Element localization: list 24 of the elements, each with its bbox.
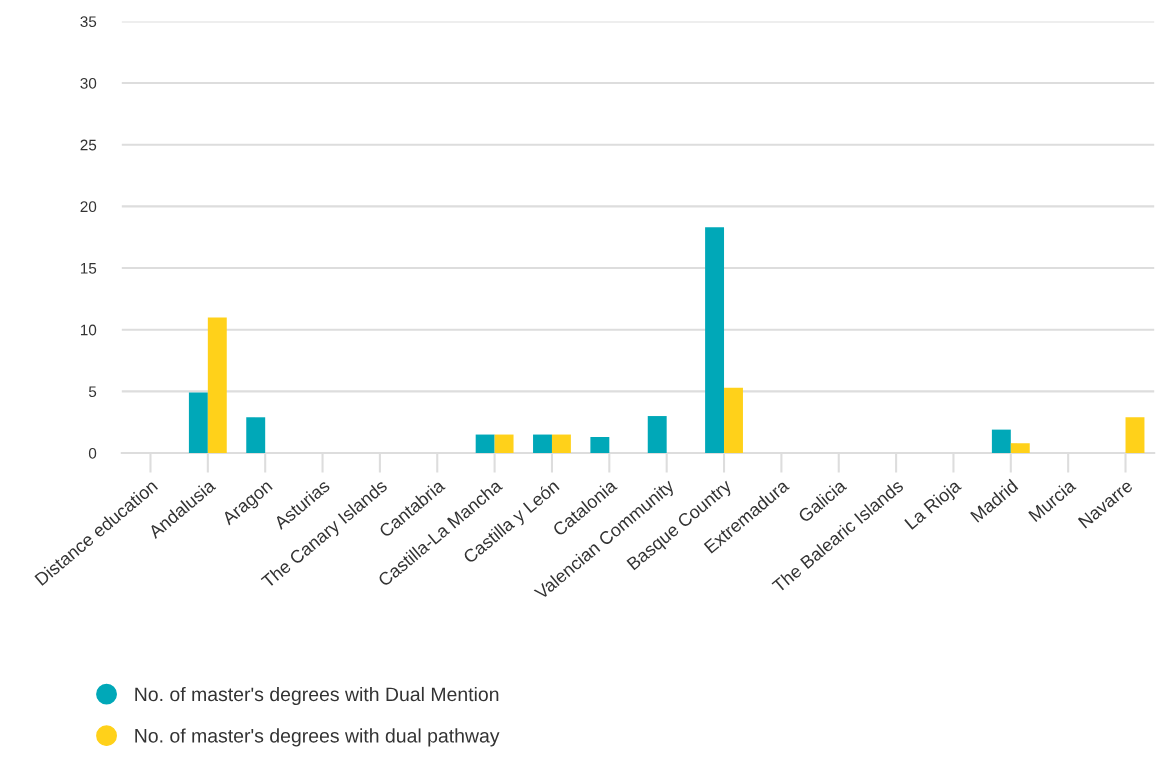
bar xyxy=(1010,443,1030,454)
bar xyxy=(475,434,495,454)
bar xyxy=(724,387,743,454)
bar xyxy=(188,392,208,454)
y-tick-label: 25 xyxy=(80,139,97,151)
bar xyxy=(207,317,227,454)
legend-label: No. of master's degrees with Dual Mention xyxy=(135,686,499,706)
bar xyxy=(991,429,1011,454)
bar xyxy=(590,437,610,454)
bar xyxy=(494,434,514,454)
y-tick-label: 20 xyxy=(80,201,97,213)
bar xyxy=(1125,417,1145,454)
y-tick-label: 30 xyxy=(80,77,97,89)
bar xyxy=(246,417,266,454)
y-tick-label: 0 xyxy=(88,447,97,459)
y-tick-label: 15 xyxy=(80,263,97,274)
y-tick-label: 35 xyxy=(80,16,97,28)
y-tick-label: 5 xyxy=(88,386,97,398)
bar xyxy=(647,416,667,454)
y-tick-label: 10 xyxy=(80,324,97,336)
bar xyxy=(533,434,552,454)
bar xyxy=(705,227,725,454)
bar xyxy=(551,434,571,454)
legend-label: No. of master's degrees with dual pathway xyxy=(135,728,500,747)
